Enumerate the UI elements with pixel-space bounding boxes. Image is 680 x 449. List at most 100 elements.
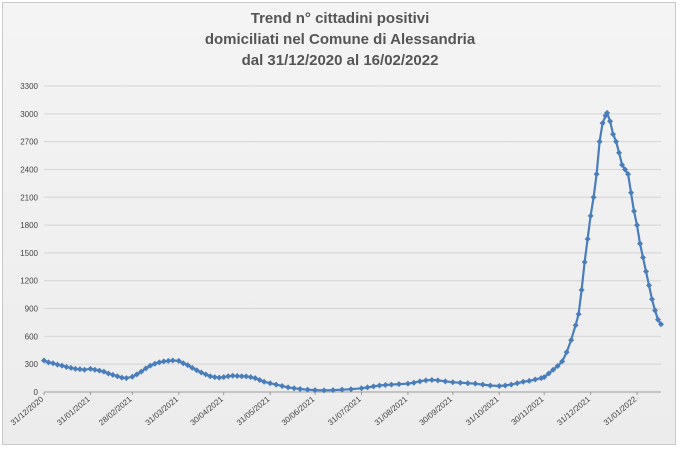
- x-tick-label: 30/09/2021: [418, 394, 455, 427]
- series-layer: [41, 109, 664, 394]
- data-point: [169, 357, 176, 364]
- data-point: [267, 380, 274, 387]
- data-point: [49, 360, 56, 367]
- x-tick-label: 31/08/2021: [373, 394, 410, 427]
- x-tick-label: 31/12/2021: [555, 394, 592, 427]
- data-point: [304, 386, 311, 393]
- data-point: [541, 374, 548, 381]
- x-tick-label: 31/10/2021: [464, 394, 501, 427]
- data-point: [147, 362, 154, 369]
- data-point: [321, 387, 328, 394]
- data-point: [133, 371, 140, 378]
- data-point: [54, 361, 61, 368]
- data-point: [291, 385, 298, 392]
- data-point: [202, 371, 209, 378]
- data-point: [604, 109, 611, 116]
- data-point: [616, 149, 623, 156]
- data-point: [581, 259, 588, 266]
- title-line-3: dal 31/12/2020 al 16/02/2022: [241, 52, 439, 69]
- data-point: [189, 364, 196, 371]
- data-point: [508, 381, 515, 388]
- data-point: [625, 171, 632, 178]
- data-point: [87, 365, 94, 372]
- data-point: [631, 208, 638, 215]
- x-tick-label: 31/01/2022: [602, 394, 639, 427]
- data-point: [243, 373, 250, 380]
- data-point: [129, 373, 136, 380]
- data-point: [634, 222, 641, 229]
- data-point: [67, 364, 74, 371]
- data-point: [646, 282, 653, 289]
- data-point: [652, 307, 659, 314]
- data-point: [198, 369, 205, 376]
- data-point: [382, 382, 389, 389]
- data-point: [142, 365, 149, 372]
- data-point: [376, 382, 383, 389]
- data-point: [428, 376, 435, 383]
- y-tick-label: 1200: [20, 277, 38, 286]
- data-point: [193, 367, 200, 374]
- title-line-2: domiciliati nel Comune di Alessandria: [204, 31, 476, 48]
- data-point: [649, 296, 656, 303]
- x-tick-label: 30/06/2021: [280, 394, 317, 427]
- data-point: [261, 378, 268, 385]
- x-tick-label: 28/02/2021: [97, 394, 134, 427]
- data-point: [575, 311, 582, 318]
- data-point: [211, 374, 218, 381]
- data-point: [165, 357, 172, 364]
- y-axis-ticks: 0 300 600 900 1200 1500 1800 2100 2400 2700 3000 33…: [20, 82, 38, 397]
- data-point: [273, 381, 280, 388]
- data-point: [151, 360, 158, 367]
- data-point: [520, 378, 527, 385]
- data-point: [593, 171, 600, 178]
- data-point: [442, 378, 449, 385]
- data-point: [619, 161, 626, 168]
- data-point: [464, 380, 471, 387]
- data-point: [81, 366, 88, 373]
- data-point: [590, 194, 597, 201]
- data-point: [526, 377, 533, 384]
- x-tick-label: 31/01/2021: [55, 394, 92, 427]
- x-tick-label: 30/11/2021: [509, 394, 545, 427]
- data-point: [364, 384, 371, 391]
- data-point: [156, 359, 163, 366]
- data-point: [640, 254, 647, 261]
- data-point: [238, 373, 245, 380]
- x-tick-label: 30/04/2021: [189, 394, 226, 427]
- data-point: [358, 385, 365, 392]
- data-point: [643, 268, 650, 275]
- data-point: [563, 349, 570, 356]
- data-point: [568, 337, 575, 344]
- data-point: [91, 366, 98, 373]
- title-line-1: Trend n° cittadini positivi: [250, 10, 430, 27]
- data-point: [256, 376, 263, 383]
- data-point: [234, 373, 241, 380]
- data-point: [370, 383, 377, 390]
- data-point: [279, 382, 286, 389]
- data-point: [434, 377, 441, 384]
- data-point: [297, 386, 304, 393]
- data-point: [554, 363, 561, 370]
- data-point: [613, 138, 620, 145]
- chart-area: [2, 2, 676, 445]
- data-point: [220, 374, 227, 381]
- x-tick-label: 31/07/2021: [326, 394, 363, 427]
- data-point: [105, 370, 112, 377]
- data-point: [658, 321, 664, 328]
- data-point: [160, 358, 167, 365]
- data-point: [330, 387, 337, 394]
- data-point: [628, 189, 635, 196]
- data-point: [285, 384, 292, 391]
- data-point: [610, 131, 617, 138]
- data-point: [138, 368, 145, 375]
- data-point: [252, 375, 259, 382]
- data-point: [514, 380, 521, 387]
- series-line: [43, 111, 662, 392]
- data-point: [502, 382, 509, 389]
- data-point: [100, 368, 107, 375]
- x-tick-label: 31/05/2021: [235, 394, 272, 427]
- data-point: [587, 212, 594, 219]
- y-tick-label: 2400: [20, 165, 38, 174]
- data-point: [550, 366, 557, 373]
